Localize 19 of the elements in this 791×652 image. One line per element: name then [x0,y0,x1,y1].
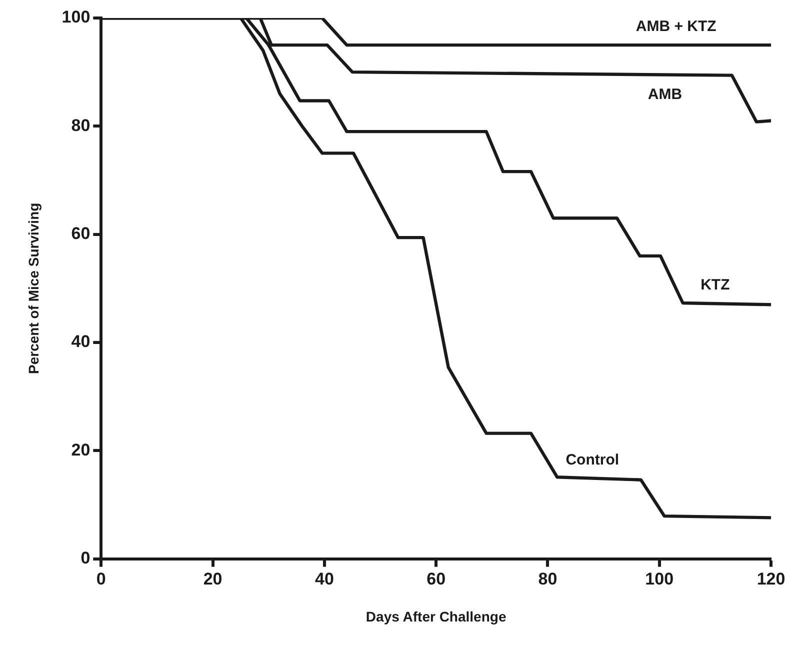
y-tick-label: 40 [71,332,90,352]
series-label: AMB + KTZ [636,18,716,36]
y-tick-label: 60 [71,224,90,244]
x-tick-label: 40 [314,570,334,589]
y-tick-label: 20 [71,440,90,460]
y-tick-label: 100 [62,8,90,27]
x-axis-title: Days After Challenge [366,608,506,624]
y-axis-title: Percent of Mice Surviving [25,202,42,374]
y-tick-label: 0 [80,548,90,568]
x-tick-label: 20 [203,570,222,589]
series-label: KTZ [700,276,730,294]
series-label: AMB [648,86,682,103]
x-tick-label: 0 [96,570,106,589]
x-tick-label: 60 [426,570,446,589]
x-tick-label: 80 [538,570,558,589]
x-tick-label: 120 [756,570,786,589]
series-label: Control [566,451,620,468]
y-tick-label: 80 [71,116,90,135]
x-tick-label: 100 [645,570,674,589]
